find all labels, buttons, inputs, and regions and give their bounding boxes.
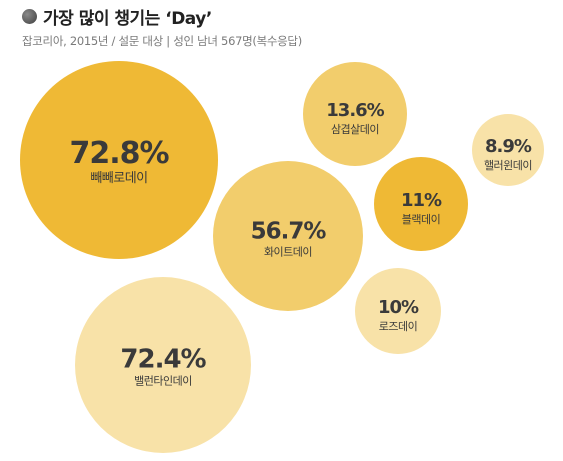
bubble-value-label: 72.4% (120, 345, 206, 375)
bubble-circle (374, 157, 468, 251)
bubble-value-label: 11% (401, 190, 442, 211)
bubble-category-label: 블랙데이 (402, 213, 440, 226)
bubble-circle (20, 61, 218, 259)
bubble-7: 8.9%핼러윈데이 (472, 114, 544, 186)
bubble-circle (213, 161, 363, 311)
bubble-value-label: 8.9% (485, 136, 532, 157)
bubble-category-label: 화이트데이 (264, 245, 312, 258)
bubble-4: 13.6% 삼겹살데이 (303, 62, 407, 166)
bubble-value-label: 56.7% (251, 218, 327, 244)
bubble-value-label: 72.8% (69, 136, 169, 171)
bubble-circle (355, 268, 441, 354)
bubble-category-label: 핼러윈데이 (484, 158, 532, 172)
bubble-1: 72.8%빼빼로데이 (20, 61, 218, 259)
chart-title: 가장 많이 챙기는 ‘Day’ (43, 9, 212, 29)
bubble-value-label: 10% (378, 297, 419, 318)
bubble-circle (75, 277, 251, 453)
bubble-category-label: 삼겹살데이 (331, 123, 379, 136)
chart-title-row: 가장 많이 챙기는 ‘Day’ (22, 4, 212, 29)
bubble-2: 72.4%밸런타인데이 (75, 277, 251, 453)
title-bullet-icon (22, 9, 37, 24)
bubble-value-label: 13.6% (326, 100, 384, 121)
bubble-6: 10% 로즈데이 (355, 268, 441, 354)
bubble-category-label: 빼빼로데이 (90, 171, 147, 186)
bubble-circle (472, 114, 544, 186)
bubble-5: 11% 블랙데이 (374, 157, 468, 251)
bubble-category-label: 밸런타인데이 (134, 375, 192, 388)
bubble-3: 56.7%화이트데이 (213, 161, 363, 311)
bubble-category-label: 로즈데이 (379, 320, 417, 333)
bubble-circle (303, 62, 407, 166)
chart-subtitle: 잡코리아, 2015년 / 설문 대상 | 성인 남녀 567명(복수응답) (22, 34, 302, 48)
